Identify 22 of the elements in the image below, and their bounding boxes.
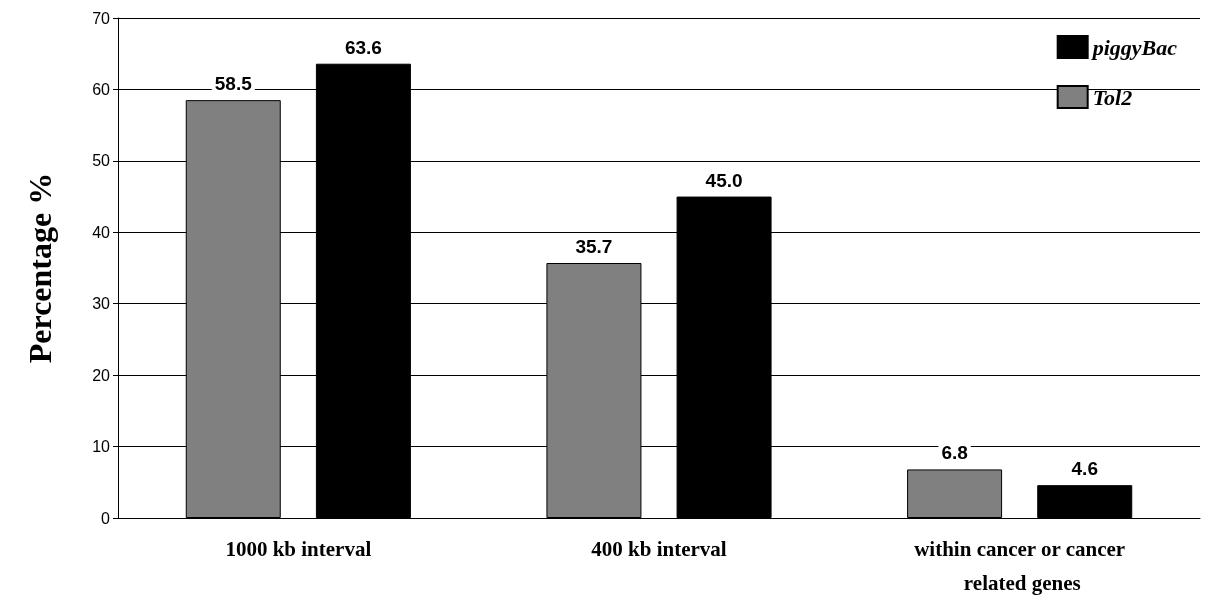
y-tick-label: 0 <box>101 509 111 527</box>
legend-label: Tol2 <box>1092 84 1133 110</box>
y-tick-label: 20 <box>92 366 111 384</box>
y-tick-label: 30 <box>92 295 111 313</box>
y-axis-title: Percentage % <box>22 172 58 364</box>
y-tick-label: 60 <box>92 80 111 98</box>
data-label: 6.8 <box>941 442 968 464</box>
y-tick-label: 70 <box>92 9 111 27</box>
x-tick-label: 1000 kb interval <box>225 537 372 561</box>
data-label: 45.0 <box>705 169 743 191</box>
y-tick-label: 50 <box>92 152 111 170</box>
data-label: 35.7 <box>575 236 613 257</box>
x-tick-label: 400 kb interval <box>591 537 727 561</box>
bar <box>1037 485 1133 518</box>
data-label: 63.6 <box>344 36 382 58</box>
data-label: 4.6 <box>1071 458 1098 480</box>
y-tick-label: 10 <box>92 438 111 456</box>
legend-label: piggyBac <box>1090 34 1178 60</box>
bar <box>907 469 1003 518</box>
x-tick-label: within cancer or cancer related genes <box>914 537 1126 595</box>
y-tick-label: 40 <box>92 223 111 241</box>
data-label: 58.5 <box>214 73 253 95</box>
